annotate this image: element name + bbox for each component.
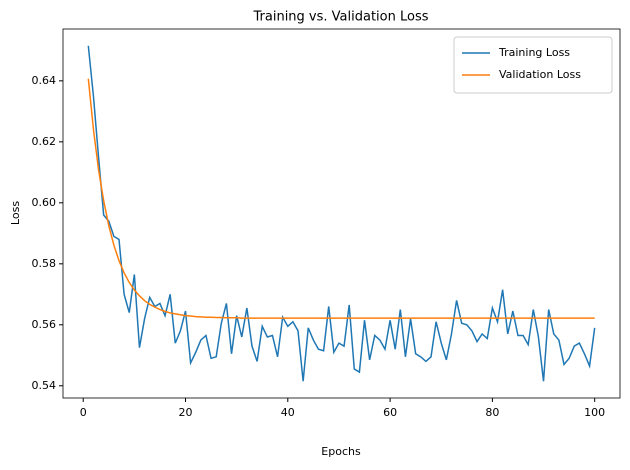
- legend-label: Validation Loss: [499, 68, 581, 81]
- y-tick-label: 0.62: [32, 135, 57, 148]
- y-tick-label: 0.58: [32, 257, 57, 270]
- series-line: [87, 78, 595, 319]
- legend-box: [453, 36, 613, 94]
- x-tick-label: 40: [281, 406, 295, 419]
- y-tick-label: 0.56: [32, 318, 57, 331]
- legend-label: Training Loss: [498, 46, 570, 59]
- x-tick-label: 0: [80, 406, 87, 419]
- y-tick-label: 0.54: [32, 379, 57, 392]
- x-tick-label: 20: [178, 406, 192, 419]
- plot-frame: [62, 28, 621, 399]
- x-axis-label: Epochs: [321, 445, 361, 458]
- x-tick-label: 60: [383, 406, 397, 419]
- y-axis-label: Loss: [9, 201, 22, 225]
- y-tick-label: 0.60: [32, 196, 57, 209]
- x-tick-label: 100: [584, 406, 605, 419]
- series-line: [87, 45, 596, 382]
- y-tick-label: 0.64: [32, 74, 57, 87]
- x-tick-label: 80: [485, 406, 499, 419]
- chart-title: Training vs. Validation Loss: [253, 10, 429, 25]
